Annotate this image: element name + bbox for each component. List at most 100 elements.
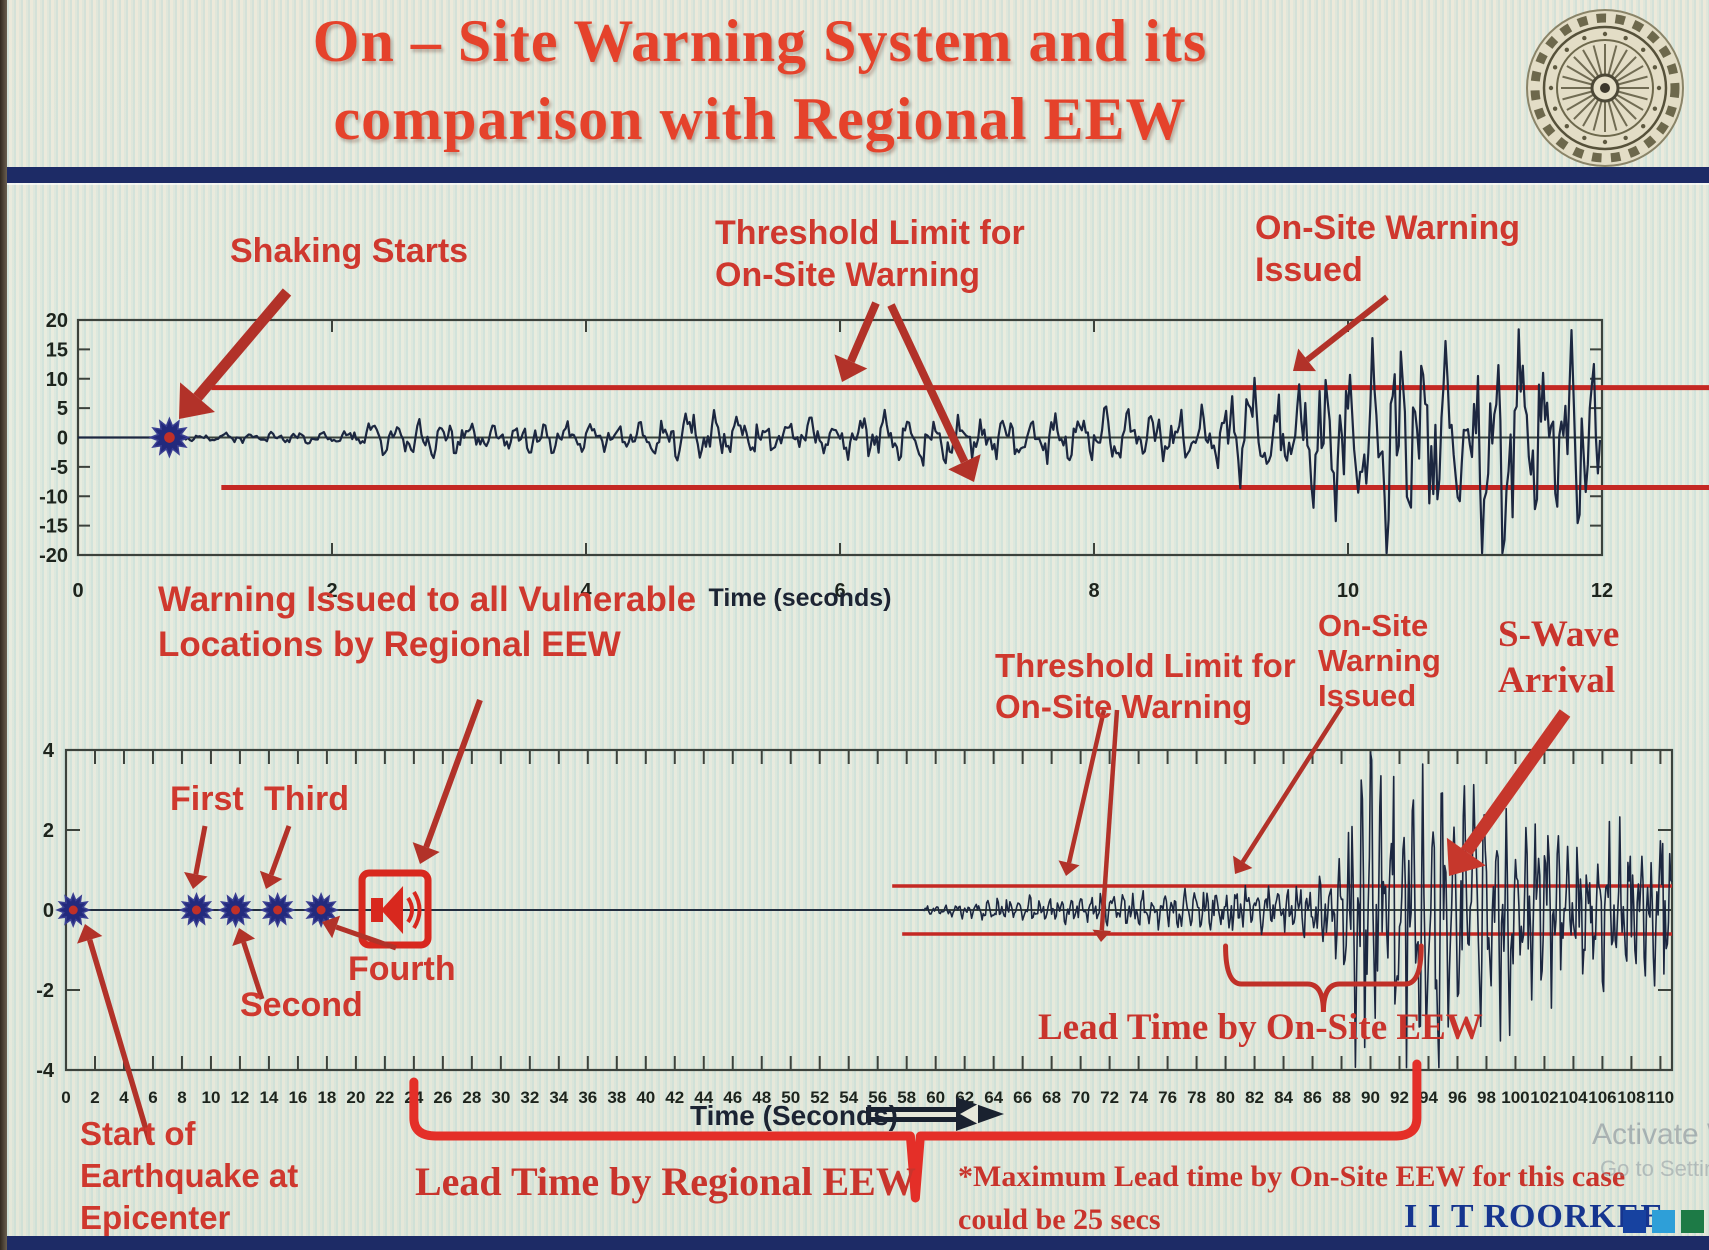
x-tick-label: 106	[1588, 1088, 1616, 1107]
x-tick-label: 32	[520, 1088, 539, 1107]
annotation-fourth: Fourth	[348, 950, 456, 988]
y-tick-label: 4	[43, 740, 55, 762]
annotation-arrow	[322, 915, 397, 951]
x-tick-label: 22	[375, 1088, 394, 1107]
x-tick-label: 60	[926, 1088, 945, 1107]
y-tick-label: 5	[57, 398, 68, 420]
x-tick-label: 6	[148, 1088, 157, 1107]
second-warning-marker	[217, 892, 254, 928]
annotation-shaking-starts: Shaking Starts	[230, 232, 469, 270]
x-tick-label: 88	[1332, 1088, 1351, 1107]
x-tick-label: 92	[1390, 1088, 1409, 1107]
x-tick-label: 28	[462, 1088, 481, 1107]
x-tick-label: 104	[1559, 1088, 1588, 1107]
annotation-swave-arrival: S-Wave Arrival	[1498, 614, 1620, 701]
x-tick-label: 12	[230, 1088, 249, 1107]
annotation-onsite-warning-issued-top: On-Site Warning Issued	[1255, 209, 1521, 289]
shaking-starts-marker	[148, 416, 191, 459]
annotation-third: Third	[264, 780, 349, 818]
x-tick-label: 12	[1591, 580, 1613, 602]
x-tick-label: 8	[1088, 580, 1099, 602]
annotation-arrow	[179, 288, 292, 419]
brand-square-green	[1681, 1210, 1704, 1233]
x-tick-label: 18	[317, 1088, 336, 1107]
annotation-max-lead-note-1: *Maximum Lead time by On-Site EEW for th…	[958, 1160, 1626, 1193]
brand-square-lightblue	[1652, 1210, 1675, 1233]
x-tick-label: 2	[326, 580, 337, 602]
x-tick-label: 34	[549, 1088, 568, 1107]
y-tick-label: -20	[39, 545, 68, 567]
title-line-1: On – Site Warning System and its	[312, 8, 1208, 74]
y-tick-label: 15	[46, 339, 68, 361]
x-tick-label: 68	[1042, 1088, 1061, 1107]
activate-windows-watermark: Activate Win	[1592, 1118, 1709, 1151]
top-seismogram-waveform	[78, 328, 1602, 555]
annotation-threshold-limit-top: Threshold Limit for On-Site Warning	[715, 214, 1025, 294]
fourth-warning-marker	[303, 892, 340, 928]
x-tick-label: 10	[201, 1088, 220, 1107]
x-tick-label: 96	[1448, 1088, 1467, 1107]
x-tick-label: 66	[1013, 1088, 1032, 1107]
annotation-arrow	[1293, 294, 1389, 372]
annotation-onsite-warning-issued-bottom: On-Site Warning Issued	[1318, 608, 1441, 713]
x-tick-label: 26	[433, 1088, 452, 1107]
x-tick-label: 30	[491, 1088, 510, 1107]
time-axis-arrow-icon	[866, 1097, 1004, 1131]
annotation-arrow	[412, 698, 483, 864]
x-tick-label: 56	[868, 1088, 887, 1107]
annotation-lead-time-regional: Lead Time by Regional EEW	[415, 1159, 916, 1204]
y-tick-label: 0	[57, 428, 68, 450]
x-tick-label: 0	[72, 580, 83, 602]
third-warning-marker	[259, 891, 296, 929]
x-tick-label: 64	[984, 1088, 1003, 1107]
lead-time-onsite-brace	[1223, 943, 1424, 1013]
annotation-arrow	[259, 825, 292, 889]
annotation-arrow	[184, 825, 208, 889]
x-tick-label: 8	[177, 1088, 186, 1107]
go-to-settings-watermark: Go to Settings	[1600, 1156, 1709, 1181]
x-tick-label: 108	[1617, 1088, 1645, 1107]
x-tick-label: 6	[834, 580, 845, 602]
x-tick-label: 80	[1216, 1088, 1235, 1107]
x-tick-label: 100	[1501, 1088, 1529, 1107]
y-tick-label: -10	[39, 486, 68, 508]
x-tick-label: 48	[752, 1088, 771, 1107]
epicenter-marker	[55, 891, 92, 929]
annotation-max-lead-note-2: could be 25 secs	[958, 1203, 1161, 1236]
annotation-arrow	[834, 301, 880, 382]
y-tick-label: -2	[36, 980, 54, 1002]
y-tick-label: -15	[39, 516, 68, 538]
x-tick-label: 98	[1477, 1088, 1496, 1107]
x-tick-label: 42	[665, 1088, 684, 1107]
bottom-bar	[0, 1236, 1709, 1250]
annotation-arrow	[1233, 704, 1344, 874]
x-tick-label: 110	[1647, 1088, 1674, 1107]
annotation-threshold-limit-bottom: Threshold Limit for On-Site Warning	[995, 647, 1296, 725]
x-tick-label: 52	[810, 1088, 829, 1107]
x-tick-label: 72	[1100, 1088, 1119, 1107]
first-warning-marker	[178, 891, 215, 929]
y-tick-label: 2	[43, 820, 54, 842]
x-tick-label: 94	[1419, 1088, 1438, 1107]
x-tick-label: 4	[580, 580, 592, 602]
x-tick-label: 58	[897, 1088, 916, 1107]
x-tick-label: 82	[1245, 1088, 1264, 1107]
x-tick-label: 16	[288, 1088, 307, 1107]
x-tick-label: 74	[1129, 1088, 1148, 1107]
annotation-arrow	[1058, 709, 1107, 876]
brand-square-blue	[1623, 1210, 1646, 1233]
annotation-arrow	[1092, 709, 1120, 942]
x-tick-label: 14	[259, 1088, 278, 1107]
x-tick-label: 90	[1361, 1088, 1380, 1107]
y-tick-label: 0	[43, 900, 54, 922]
x-tick-label: 102	[1530, 1088, 1558, 1107]
x-tick-label: 44	[694, 1088, 713, 1107]
x-tick-label: 76	[1158, 1088, 1177, 1107]
slide-title: On – Site Warning System and its compari…	[130, 2, 1390, 158]
iit-roorkee-logo	[1526, 9, 1684, 167]
annotation-arrow	[232, 928, 265, 1000]
annotation-arrow	[887, 303, 981, 482]
annotation-start-of-earthquake: Start of Earthquake at Epicenter	[80, 1115, 299, 1236]
